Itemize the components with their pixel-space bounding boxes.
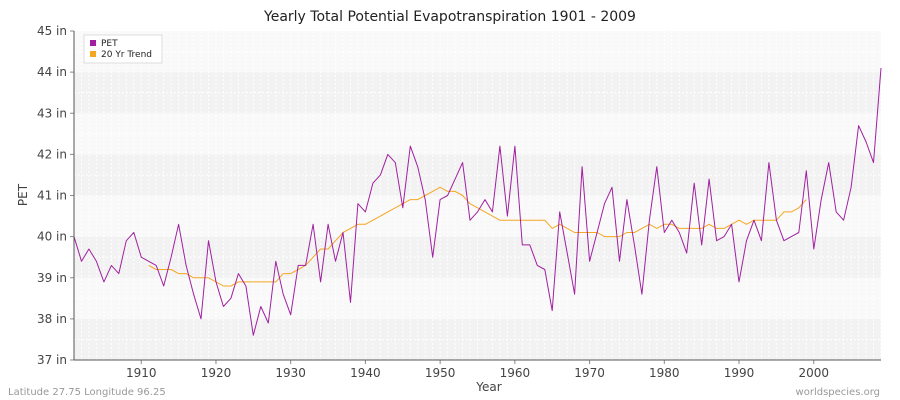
legend-swatch-pet	[90, 40, 96, 46]
x-tick-label: 1970	[574, 366, 605, 380]
x-axis-ticks: 1910 1920 1930 1940 1950 1960 1970 1980 1990 2000	[126, 360, 829, 380]
x-tick-label: 1910	[126, 366, 157, 380]
y-tick-label: 38 in	[37, 312, 67, 326]
y-tick-label: 44 in	[37, 65, 67, 79]
y-tick-label: 37 in	[37, 353, 67, 367]
series-lines	[73, 67, 882, 336]
legend-box	[83, 34, 163, 64]
y-tick-label: 43 in	[37, 106, 67, 120]
chart-title: Yearly Total Potential Evapotranspiratio…	[263, 9, 636, 25]
x-tick-label: 1950	[425, 366, 456, 380]
legend-label-trend: 20 Yr Trend	[101, 50, 152, 60]
legend-swatch-trend	[90, 51, 96, 57]
axes	[73, 31, 881, 361]
y-tick-label: 40 in	[37, 230, 67, 244]
x-tick-label: 1960	[500, 366, 531, 380]
y-tick-label: 45 in	[37, 24, 67, 38]
x-axis-label: Year	[475, 380, 501, 394]
y-tick-label: 39 in	[37, 271, 67, 285]
trend-series-line	[148, 186, 807, 287]
grid-lines	[74, 31, 882, 360]
x-tick-label: 1990	[724, 366, 755, 380]
y-tick-label: 42 in	[37, 147, 67, 161]
y-axis-label: PET	[16, 183, 30, 206]
pet-series-line	[73, 67, 882, 336]
legend-label-pet: PET	[101, 39, 118, 49]
footer-source: worldspecies.org	[796, 387, 880, 398]
x-tick-label: 1920	[201, 366, 232, 380]
x-tick-label: 2000	[798, 366, 829, 380]
x-tick-label: 1980	[649, 366, 680, 380]
y-axis-ticks: 37 in 38 in 39 in 40 in 41 in 42 in 43 in 44 in…	[37, 24, 74, 367]
x-tick-label: 1930	[275, 366, 306, 380]
x-tick-label: 1940	[350, 366, 381, 380]
footer-location: Latitude 27.75 Longitude 96.25	[8, 387, 166, 398]
y-tick-label: 41 in	[37, 189, 67, 203]
